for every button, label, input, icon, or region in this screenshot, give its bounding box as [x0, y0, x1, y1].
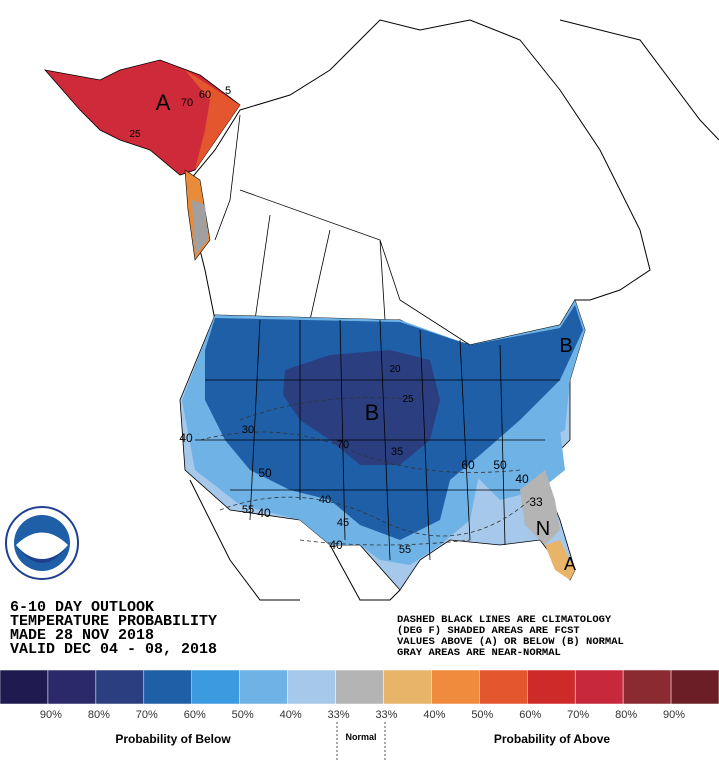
- legend-tick: 60%: [519, 709, 541, 721]
- map-label: 20: [389, 364, 401, 375]
- map-label: 45: [337, 517, 349, 529]
- map-label: 40: [257, 506, 271, 520]
- map-label: B: [365, 400, 380, 425]
- legend-tick: 70%: [136, 709, 158, 721]
- map-label: N: [536, 518, 550, 540]
- map-label: B: [559, 335, 572, 357]
- legend-swatch: [622, 669, 672, 705]
- legend-swatch: [431, 669, 480, 705]
- header-line: TEMPERATURE PROBABILITY: [10, 613, 217, 630]
- noaa-logo-bird: [16, 532, 68, 560]
- greenland-edge: [559, 19, 719, 141]
- mexico-outline: [189, 479, 401, 601]
- header-line: 6-10 DAY OUTLOOK: [10, 599, 154, 616]
- province-lines: [214, 114, 471, 346]
- legend-swatch: [383, 669, 432, 705]
- map-label: 40: [329, 538, 343, 552]
- legend-tick: 90%: [40, 709, 62, 721]
- map-label: 35: [391, 446, 403, 458]
- legend-swatch: [335, 669, 384, 705]
- map-label: 70: [181, 97, 193, 109]
- map-label: 55: [399, 544, 411, 556]
- canada-outline: [189, 19, 651, 346]
- legend-swatch: [47, 669, 97, 705]
- map-label: 60: [461, 458, 475, 472]
- map-label: 5: [225, 85, 231, 97]
- note-line: GRAY AREAS ARE NEAR-NORMAL: [397, 647, 561, 659]
- legend-tick: 33%: [375, 709, 397, 721]
- map-label: 40: [179, 431, 193, 445]
- note-line: (DEG F) SHADED AREAS ARE FCST: [397, 625, 580, 637]
- legend-tick: 80%: [88, 709, 110, 721]
- legend-tick: 70%: [567, 709, 589, 721]
- legend-swatch: [143, 669, 192, 705]
- legend-swatch: [0, 669, 49, 705]
- map-label: 33: [529, 495, 543, 509]
- legend-tick: 50%: [471, 709, 493, 721]
- legend-swatch: [670, 669, 719, 705]
- legend-swatch: [574, 669, 624, 705]
- legend-tick: 33%: [328, 709, 350, 721]
- header-line: MADE 28 NOV 2018: [10, 627, 154, 644]
- legend-swatch: [191, 669, 240, 705]
- map-label: 25: [129, 129, 141, 140]
- map-label: 40: [515, 472, 529, 486]
- legend-swatch: [479, 669, 528, 705]
- land: [189, 19, 719, 601]
- map-label: 30: [242, 424, 254, 436]
- legend-swatch: [287, 669, 336, 705]
- legend-tick: 60%: [184, 709, 206, 721]
- map-label: A: [564, 554, 576, 574]
- legend-normal: Normal: [345, 732, 376, 742]
- legend-tick: 90%: [663, 709, 685, 721]
- florida-above: [545, 540, 575, 580]
- note-line: DASHED BLACK LINES ARE CLIMATOLOGY: [397, 614, 612, 626]
- map-label: 50: [258, 466, 272, 480]
- map-label: 60: [199, 89, 211, 101]
- legend-tick: 80%: [615, 709, 637, 721]
- legend-swatch: [95, 669, 145, 705]
- legend-swatch: [239, 669, 288, 705]
- map-label: 25: [402, 394, 414, 405]
- map-label: 55: [242, 504, 254, 516]
- legend-tick: 50%: [232, 709, 254, 721]
- legend-above: Probability of Above: [494, 732, 611, 746]
- legend-swatch: [527, 669, 576, 705]
- noaa-logo-wave: [18, 548, 66, 563]
- map-label: A: [156, 90, 171, 115]
- conus-70: [283, 350, 440, 465]
- state-lines: [195, 319, 560, 561]
- map-label: 70: [337, 439, 349, 451]
- panhandle-gray: [192, 200, 208, 255]
- legend-below: Probability of Below: [115, 732, 231, 746]
- note-line: VALUES ABOVE (A) OR BELOW (B) NORMAL: [397, 636, 624, 648]
- header-line: VALID DEC 04 - 08, 2018: [10, 641, 217, 658]
- alaska-orange: [185, 70, 240, 170]
- near-normal: [520, 470, 560, 545]
- map-label: 40: [319, 494, 331, 506]
- legend-tick: 40%: [280, 709, 302, 721]
- legend-tick: 40%: [423, 709, 445, 721]
- map-label: 50: [493, 458, 507, 472]
